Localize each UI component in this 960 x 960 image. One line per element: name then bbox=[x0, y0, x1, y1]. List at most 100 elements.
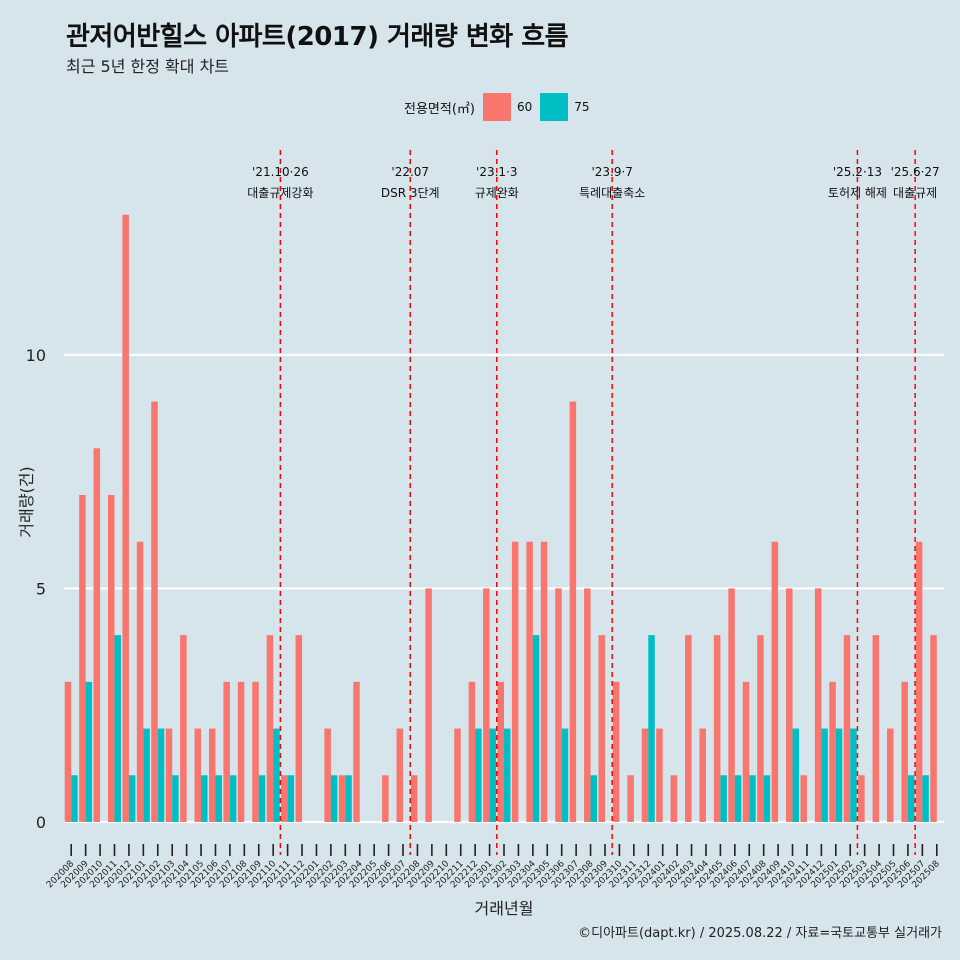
bar-60 bbox=[858, 775, 865, 822]
bar-60 bbox=[382, 775, 389, 822]
legend-label-60: 60 bbox=[516, 100, 533, 114]
bar-75 bbox=[201, 775, 208, 822]
bar-60 bbox=[136, 541, 144, 822]
bar-60 bbox=[930, 635, 937, 822]
bar-75 bbox=[561, 728, 569, 822]
event-date-label: '23.1·3 bbox=[476, 165, 517, 179]
bar-60 bbox=[685, 635, 692, 822]
bar-75 bbox=[532, 635, 540, 822]
y-tick-label: 5 bbox=[36, 579, 46, 598]
bar-60 bbox=[641, 728, 649, 822]
bar-60 bbox=[252, 681, 259, 822]
bar-75 bbox=[590, 775, 598, 822]
y-axis-title: 거래량(건) bbox=[17, 466, 36, 537]
event-name-label: 규제완화 bbox=[475, 186, 519, 200]
bar-60 bbox=[454, 728, 461, 822]
bar-60 bbox=[295, 635, 303, 822]
bar-60 bbox=[93, 448, 101, 822]
bar-60 bbox=[410, 775, 418, 822]
bar-75 bbox=[749, 775, 756, 822]
bar-60 bbox=[425, 588, 432, 822]
bar-60 bbox=[728, 588, 735, 822]
bar-60 bbox=[887, 728, 894, 822]
bar-75 bbox=[114, 635, 121, 822]
bar-60 bbox=[338, 775, 346, 822]
bar-75 bbox=[821, 728, 828, 822]
legend-swatch-75 bbox=[540, 93, 569, 121]
bar-60 bbox=[555, 588, 562, 822]
bar-75 bbox=[475, 728, 482, 822]
event-date-label: '25.2·13 bbox=[833, 165, 882, 179]
bar-60 bbox=[353, 681, 360, 822]
x-axis-title: 거래년월 bbox=[475, 899, 534, 918]
bar-75 bbox=[850, 728, 857, 822]
y-tick-label: 10 bbox=[26, 346, 46, 365]
bar-60 bbox=[237, 681, 245, 822]
bar-75 bbox=[229, 775, 237, 822]
bar-60 bbox=[829, 681, 836, 822]
event-date-label: '23.9·7 bbox=[591, 165, 632, 179]
bar-60 bbox=[223, 681, 230, 822]
bar-75 bbox=[489, 728, 497, 822]
bar-75 bbox=[345, 775, 352, 822]
bar-75 bbox=[907, 775, 915, 822]
bar-60 bbox=[281, 775, 288, 822]
bar-60 bbox=[79, 495, 86, 822]
event-name-label: DSR 3단계 bbox=[381, 186, 440, 200]
y-tick-label: 0 bbox=[36, 813, 46, 832]
bar-60 bbox=[786, 588, 793, 822]
bar-60 bbox=[194, 728, 202, 822]
bar-60 bbox=[800, 775, 807, 822]
chart-caption: ©디아파트(dapt.kr) / 2025.08.22 / 자료=국토교통부 실… bbox=[578, 926, 942, 941]
bar-60 bbox=[497, 681, 504, 822]
bar-60 bbox=[713, 635, 721, 822]
bar-75 bbox=[763, 775, 771, 822]
bar-60 bbox=[151, 401, 158, 822]
bar-60 bbox=[699, 728, 706, 822]
bar-60 bbox=[598, 635, 605, 822]
bar-60 bbox=[627, 775, 634, 822]
legend-label-75: 75 bbox=[574, 100, 590, 114]
bar-60 bbox=[670, 775, 678, 822]
bar-75 bbox=[157, 728, 165, 822]
event-date-label: '25.6·27 bbox=[891, 165, 940, 179]
bar-75 bbox=[71, 775, 78, 822]
bar-60 bbox=[108, 495, 115, 822]
bar-75 bbox=[273, 728, 280, 822]
bar-60 bbox=[843, 635, 851, 822]
bar-75 bbox=[287, 775, 295, 822]
bar-75 bbox=[215, 775, 222, 822]
bar-60 bbox=[64, 681, 72, 822]
bar-60 bbox=[165, 728, 173, 822]
bar-75 bbox=[258, 775, 266, 822]
legend-swatch-60 bbox=[482, 93, 511, 121]
bar-60 bbox=[757, 635, 764, 822]
bar-75 bbox=[922, 775, 929, 822]
bar-60 bbox=[208, 728, 216, 822]
event-date-label: '21.10·26 bbox=[252, 165, 309, 179]
bar-75 bbox=[720, 775, 727, 822]
bar-60 bbox=[901, 681, 908, 822]
bar-60 bbox=[584, 588, 591, 822]
bar-75 bbox=[648, 635, 655, 822]
bar-60 bbox=[612, 681, 620, 822]
legend: 전용면적(㎡) 60 75 bbox=[404, 93, 598, 121]
bar-60 bbox=[526, 541, 533, 822]
bar-60 bbox=[915, 541, 923, 822]
chart-title: 관저어반힐스 아파트(2017) 거래량 변화 흐름 bbox=[66, 22, 569, 52]
bar-60 bbox=[742, 681, 750, 822]
event-date-label: '22.07 bbox=[391, 165, 429, 179]
bar-75 bbox=[734, 775, 742, 822]
bar-60 bbox=[122, 214, 129, 822]
bar-60 bbox=[656, 728, 663, 822]
event-name-label: 토허제 해제 bbox=[828, 186, 887, 200]
bar-60 bbox=[814, 588, 822, 822]
bar-75 bbox=[504, 728, 511, 822]
bar-75 bbox=[172, 775, 179, 822]
legend-title: 전용면적(㎡) bbox=[404, 101, 475, 117]
bar-60 bbox=[266, 635, 274, 822]
bar-75 bbox=[85, 681, 93, 822]
bar-75 bbox=[143, 728, 150, 822]
bar-60 bbox=[180, 635, 187, 822]
